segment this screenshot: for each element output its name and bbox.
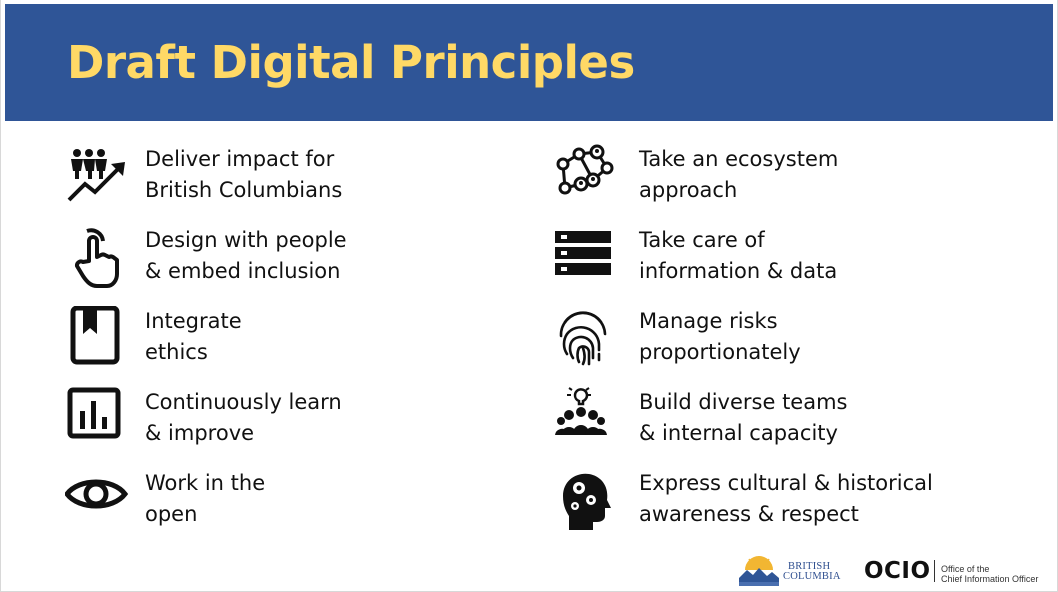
principle-text: Design with people & embed inclusion xyxy=(145,228,347,283)
principle-text: Build diverse teams & internal capacity xyxy=(639,390,848,445)
ocio-wordmark: OCIO xyxy=(864,558,931,584)
bc-logo-icon xyxy=(739,556,779,586)
principle-text: Work in the open xyxy=(145,471,266,526)
eye-icon xyxy=(65,468,129,532)
head-gears-icon xyxy=(553,468,617,532)
slide-title: Draft Digital Principles xyxy=(67,36,635,89)
principle-text: Take care of information & data xyxy=(639,228,838,283)
principle-text: Continuously learn & improve xyxy=(145,390,342,445)
footer-divider xyxy=(934,560,935,582)
people-growth-icon xyxy=(65,144,129,208)
hand-touch-icon xyxy=(65,225,129,289)
book-bookmark-icon xyxy=(65,306,129,370)
network-icon xyxy=(553,144,617,208)
principle-text: Integrate ethics xyxy=(145,309,242,364)
team-idea-icon xyxy=(553,387,617,451)
principle-text: Manage risks proportionately xyxy=(639,309,801,364)
title-banner: Draft Digital Principles xyxy=(5,4,1053,121)
principle-text: Take an ecosystem approach xyxy=(639,147,839,202)
footer-logos: BRITISH COLUMBIA OCIO Office of the Chie… xyxy=(739,556,1049,588)
ocio-subtitle: Office of the Chief Information Officer xyxy=(941,564,1039,584)
principle-text: Express cultural & historical awareness … xyxy=(639,471,933,526)
bc-wordmark: BRITISH COLUMBIA xyxy=(783,561,841,582)
fingerprint-icon xyxy=(553,306,617,370)
bar-chart-icon xyxy=(65,387,129,451)
principle-text: Deliver impact for British Columbians xyxy=(145,147,343,202)
server-stack-icon xyxy=(553,225,617,289)
